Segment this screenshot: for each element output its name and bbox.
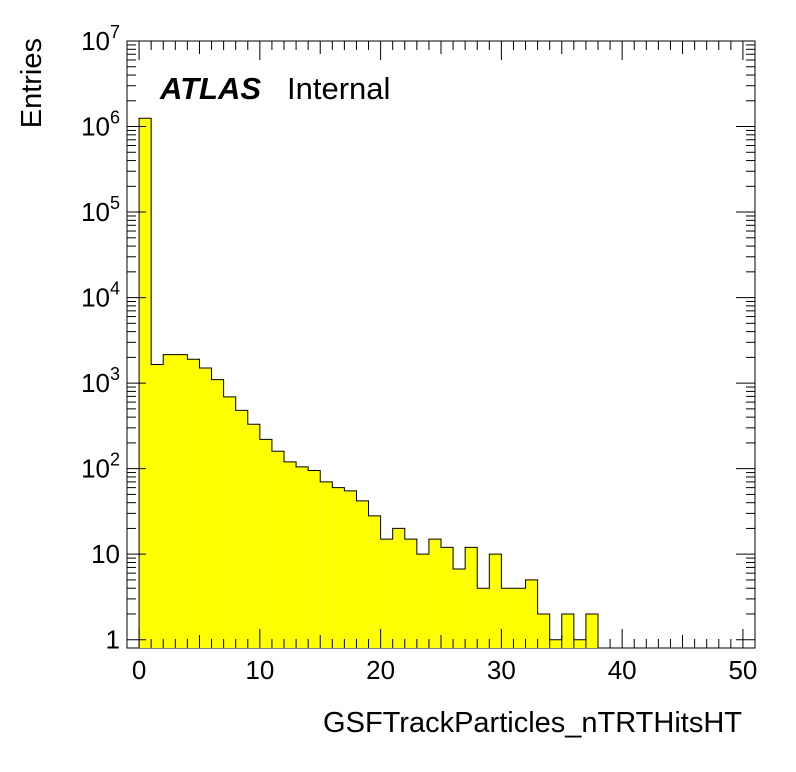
x-tick-label: 50 [728, 655, 757, 685]
histogram-bar [465, 547, 478, 648]
histogram-bar [175, 354, 188, 648]
histogram-bar [320, 481, 333, 648]
x-axis-title: GSFTrackParticles_nTRTHitsHT [323, 707, 742, 739]
histogram-bar [404, 539, 417, 648]
axis-ticks [127, 40, 755, 648]
histogram-bar [392, 528, 405, 648]
histogram-bar [151, 364, 164, 648]
histogram-bar [489, 554, 502, 648]
histogram-bar [380, 539, 393, 648]
y-tick-label: 103 [81, 364, 120, 398]
y-tick-label: 102 [81, 450, 120, 484]
histogram-outline [138, 117, 743, 649]
histogram-bar [416, 554, 429, 648]
histogram-bar [525, 579, 538, 648]
histogram-bar [549, 639, 562, 648]
histogram-bar [573, 639, 586, 648]
x-tick-label: 40 [608, 655, 637, 685]
y-tick-label: 10 [91, 539, 120, 569]
histogram-bar [441, 547, 454, 648]
internal-label: Internal [287, 71, 390, 106]
histogram-bar [187, 359, 200, 648]
histogram-bar [561, 613, 574, 648]
histogram-bar [284, 461, 297, 648]
histogram-bar [163, 354, 176, 648]
histogram-bar [453, 569, 466, 648]
y-tick-label: 107 [81, 22, 120, 56]
histogram-bar [259, 439, 272, 648]
y-tick-label: 106 [81, 108, 120, 142]
histogram-bar [247, 424, 260, 648]
histogram-bar [235, 410, 248, 648]
x-tick-label: 30 [487, 655, 516, 685]
histogram-bar [308, 470, 321, 648]
histogram-bar [332, 487, 345, 648]
histogram-bar [368, 515, 381, 648]
histogram-bar [477, 588, 490, 648]
y-axis-title: Entries [16, 38, 48, 128]
x-tick-labels: 0 10 20 30 40 50 [132, 655, 758, 685]
histogram-bar [211, 379, 224, 648]
histogram-bar [296, 466, 309, 648]
y-tick-labels: 1 10 102 103 104 105 106 107 [81, 22, 120, 655]
histogram-bar [271, 451, 284, 648]
y-tick-label: 1 [106, 625, 120, 655]
x-tick-label: 0 [132, 655, 146, 685]
atlas-label: ATLAS [159, 71, 261, 106]
histogram-bar [513, 588, 526, 648]
histogram-bar [356, 500, 369, 648]
histogram-bars [139, 118, 598, 648]
y-tick-label: 104 [81, 279, 120, 313]
x-tick-label: 20 [366, 655, 395, 685]
histogram-bar [428, 539, 441, 648]
histogram-bar [199, 368, 212, 648]
histogram-bar [585, 613, 598, 648]
y-tick-label: 105 [81, 193, 120, 227]
histogram-bar [223, 396, 236, 648]
histogram-bar [537, 613, 550, 648]
x-tick-label: 10 [245, 655, 274, 685]
histogram-bar [501, 588, 514, 648]
histogram-bar [344, 490, 357, 648]
